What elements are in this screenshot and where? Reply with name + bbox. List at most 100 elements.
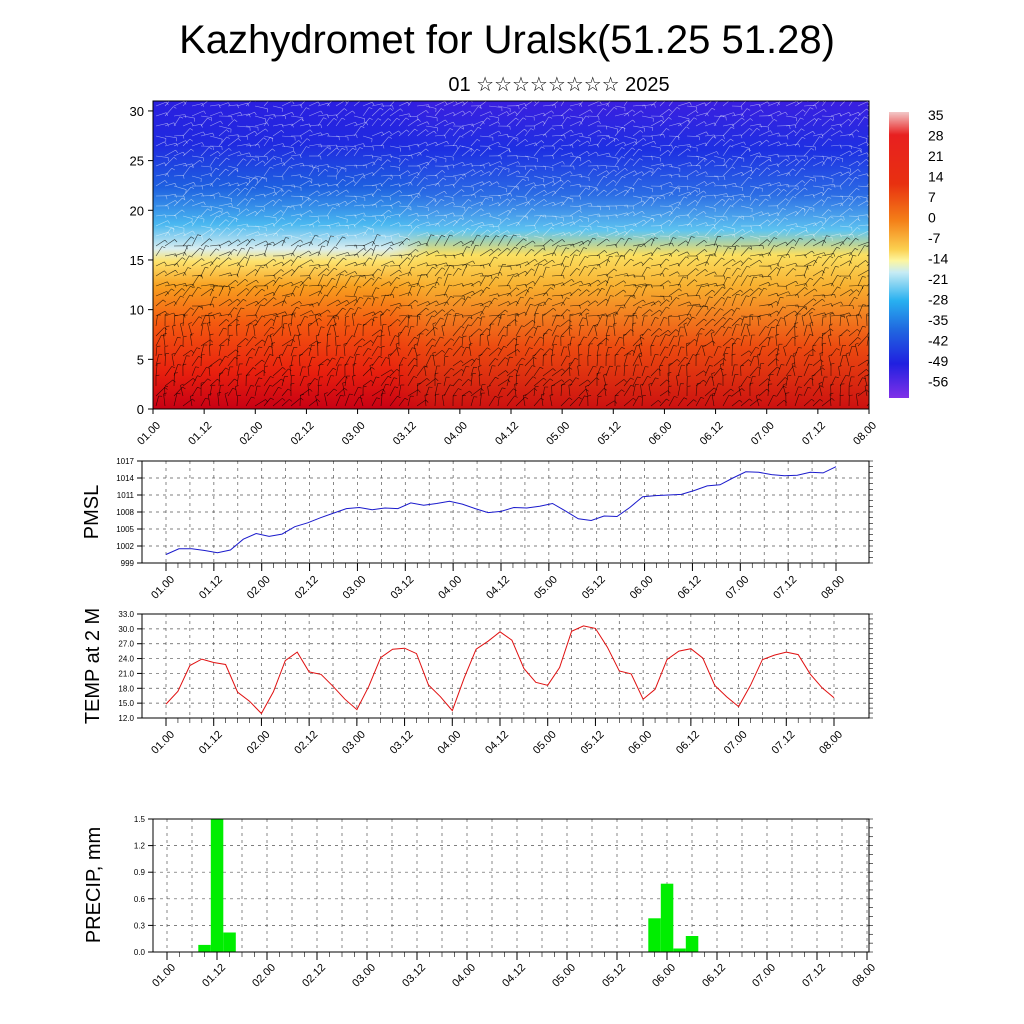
- wind-barb: [794, 274, 805, 277]
- wind-barb: [272, 378, 282, 387]
- wind-barb: [362, 135, 373, 139]
- wind-barb-flag: [441, 324, 446, 327]
- wind-barb: [794, 347, 799, 357]
- wind-barb: [353, 204, 364, 207]
- wind-barb-flag: [460, 127, 464, 130]
- wind-barb-flag: [598, 264, 601, 268]
- wind-barb: [623, 248, 631, 257]
- wind-barb-flag: [676, 374, 680, 377]
- wind-barb: [398, 257, 408, 267]
- wind-barb-flag: [587, 395, 592, 397]
- wind-barb: [335, 145, 347, 148]
- wind-barb: [488, 215, 502, 220]
- wind-barb-flag: [365, 121, 369, 126]
- wind-barb: [713, 368, 721, 377]
- wind-barb: [308, 235, 322, 240]
- wind-barb-flag: [468, 335, 473, 338]
- wind-barb: [272, 261, 283, 267]
- wind-barb: [315, 396, 319, 407]
- wind-barb: [560, 195, 573, 199]
- wind-barb: [191, 175, 202, 179]
- wind-barb-flag: [792, 336, 796, 339]
- wind-barb: [245, 336, 254, 347]
- wind-barb: [227, 357, 236, 367]
- wind-barb: [640, 384, 643, 397]
- wind-barb: [560, 319, 570, 327]
- wind-barb-flag: [312, 223, 315, 228]
- wind-barb-flag: [267, 243, 272, 246]
- wind-barb: [695, 155, 706, 159]
- wind-barb-flag: [188, 322, 192, 325]
- wind-barb: [443, 265, 454, 267]
- wind-barb: [596, 273, 607, 277]
- wind-barb: [488, 314, 501, 317]
- wind-barb: [746, 325, 751, 337]
- wind-barb: [308, 264, 320, 267]
- wind-barb-flag: [212, 132, 215, 137]
- wind-barb-flag: [567, 179, 571, 183]
- wind-barb: [254, 370, 264, 377]
- wind-barb-flag: [360, 394, 364, 397]
- wind-barb-flag: [771, 326, 775, 328]
- wind-barb: [857, 214, 868, 217]
- wind-barb-flag: [813, 298, 817, 302]
- wind-barb: [783, 316, 787, 327]
- wind-barb: [407, 249, 416, 257]
- wind-barb: [209, 312, 220, 317]
- wind-barb: [857, 369, 867, 377]
- wind-barb: [722, 353, 725, 367]
- wind-barb: [848, 366, 852, 377]
- wind-barb: [398, 113, 410, 117]
- wind-barb: [740, 145, 750, 149]
- wind-barb-flag: [539, 366, 544, 369]
- wind-barb-flag: [784, 96, 787, 97]
- wind-barb: [479, 384, 483, 397]
- wind-barb-flag: [503, 326, 508, 329]
- wind-barb: [389, 155, 401, 160]
- wind-barb: [811, 375, 814, 387]
- wind-barb-flag: [736, 294, 740, 296]
- wind-barb: [740, 176, 750, 187]
- wind-barb-flag: [514, 369, 518, 372]
- wind-barb: [713, 135, 724, 137]
- wind-barb: [857, 326, 863, 337]
- wind-barb: [398, 325, 406, 337]
- wind-barb: [839, 252, 851, 257]
- wind-barb: [758, 378, 768, 387]
- wind-barb-flag: [864, 116, 868, 119]
- wind-barb-flag: [382, 145, 385, 149]
- wind-barb-flag: [203, 201, 206, 205]
- wind-barb-flag: [563, 275, 565, 279]
- wind-barb: [443, 384, 451, 397]
- wind-barb: [767, 366, 778, 377]
- wind-barb: [686, 279, 695, 287]
- wind-barb: [335, 135, 348, 138]
- wind-barb-flag: [587, 355, 592, 357]
- wind-barb-flag: [276, 313, 278, 318]
- wind-barb: [236, 198, 246, 207]
- wind-barb-flag: [875, 257, 878, 259]
- wind-barb: [380, 357, 387, 367]
- wind-barb: [758, 212, 769, 217]
- wind-barb: [290, 195, 303, 198]
- wind-barb-flag: [388, 136, 392, 139]
- wind-barb: [710, 333, 715, 347]
- wind-barb: [398, 292, 411, 297]
- wind-barb: [515, 155, 528, 157]
- wind-barb-flag: [468, 343, 473, 345]
- wind-barb: [686, 170, 697, 177]
- wind-barb: [758, 239, 768, 247]
- wind-barb-flag: [743, 194, 745, 198]
- wind-barb-flag: [797, 185, 799, 190]
- wind-barb: [623, 238, 629, 247]
- wind-barb: [659, 334, 666, 347]
- wind-barb: [632, 200, 644, 207]
- wind-barb-flag: [649, 257, 653, 260]
- wind-barb: [695, 171, 706, 177]
- wind-barb: [614, 231, 626, 237]
- wind-barb: [623, 135, 637, 140]
- wind-barb: [524, 259, 536, 267]
- wind-barb-flag: [676, 230, 680, 233]
- wind-barb: [173, 288, 183, 297]
- wind-barb: [155, 246, 163, 257]
